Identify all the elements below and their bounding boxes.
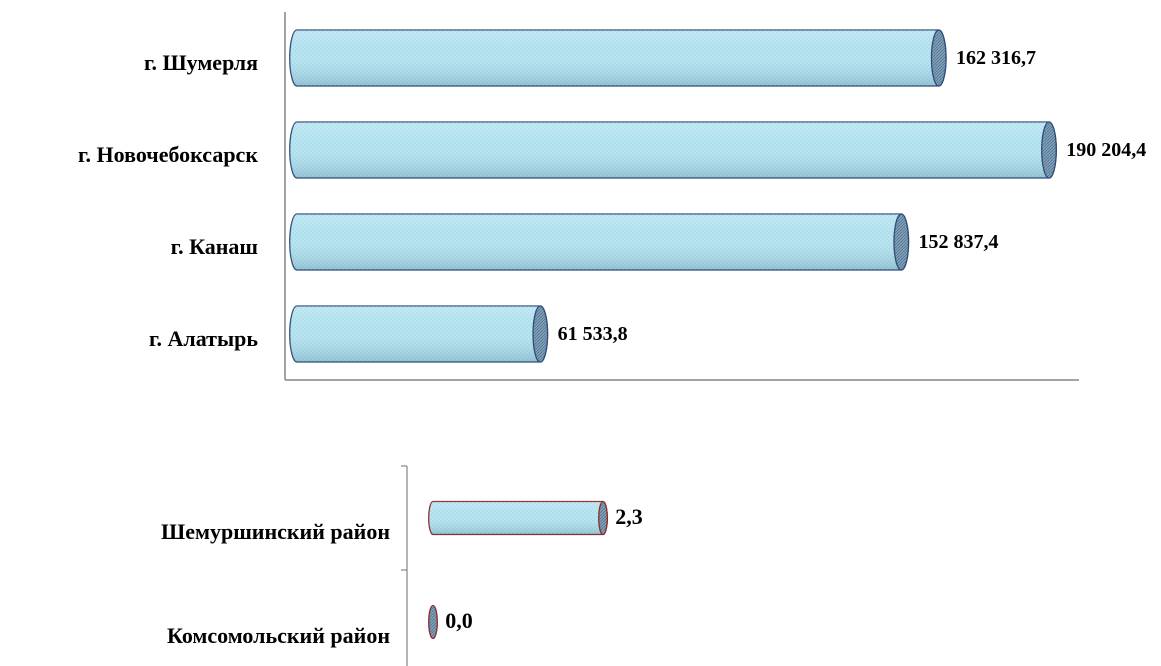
- category-label-top-1: г. Новочебоксарск: [78, 142, 258, 167]
- chart2-axes: [401, 465, 408, 666]
- bar-bottom-1-cap: [428, 604, 438, 640]
- bar-top-0-cap: [930, 29, 947, 87]
- bar-top-2-cap: [893, 213, 910, 271]
- value-label-top-1: 190 204,4: [1066, 139, 1146, 161]
- category-label-top-2: г. Канаш: [171, 234, 258, 259]
- bar-top-1-cap: [1041, 121, 1057, 179]
- value-label-top-3: 61 533,8: [558, 323, 628, 345]
- category-label-bottom-1: Комсомольский район: [167, 623, 390, 648]
- chart2-bars: Шемуршинский район 2,3 Комсомольский район…: [161, 500, 643, 648]
- chart1-bars: г. Шумерля 162 316,7 г. Новочебоксарск 190 …: [78, 29, 1146, 363]
- value-label-top-2: 152 837,4: [919, 231, 999, 253]
- bar-top-0: [289, 29, 947, 87]
- bar-bottom-0: [428, 500, 608, 536]
- bar-top-1-shade: [289, 122, 1057, 178]
- bar-top-0-shade: [289, 30, 947, 86]
- category-label-bottom-0: Шемуршинский район: [161, 519, 390, 544]
- value-label-bottom-0: 2,3: [615, 504, 643, 529]
- category-label-top-0: г. Шумерля: [144, 50, 258, 75]
- bar-top-3: [289, 305, 549, 363]
- value-label-bottom-1: 0,0: [445, 608, 473, 633]
- chart1-axes: [284, 12, 1079, 381]
- bar-top-3-cap: [532, 305, 549, 363]
- value-label-top-0: 162 316,7: [956, 47, 1036, 69]
- bar-top-2: [289, 213, 910, 271]
- bar-top-1: [289, 121, 1057, 179]
- bar-bottom-1: [428, 604, 438, 640]
- bar-top-3-shade: [289, 306, 548, 362]
- category-label-top-3: г. Алатырь: [149, 326, 258, 351]
- bar-bottom-0-shade: [428, 501, 608, 535]
- bar-top-2-shade: [289, 214, 909, 270]
- bar-bottom-0-cap: [598, 500, 608, 536]
